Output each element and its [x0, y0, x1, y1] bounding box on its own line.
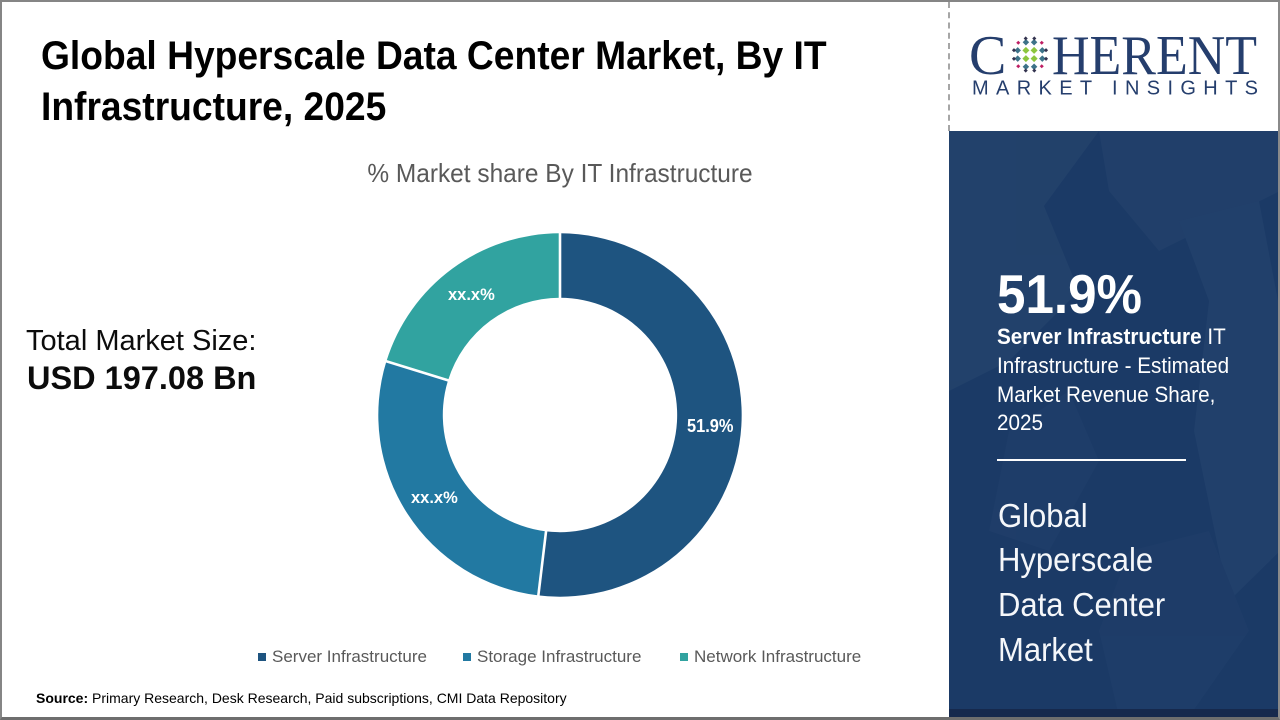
svg-text:HERENT: HERENT — [1052, 25, 1257, 87]
svg-text:MARKET INSIGHTS: MARKET INSIGHTS — [972, 78, 1258, 100]
svg-text:C: C — [969, 25, 1006, 87]
